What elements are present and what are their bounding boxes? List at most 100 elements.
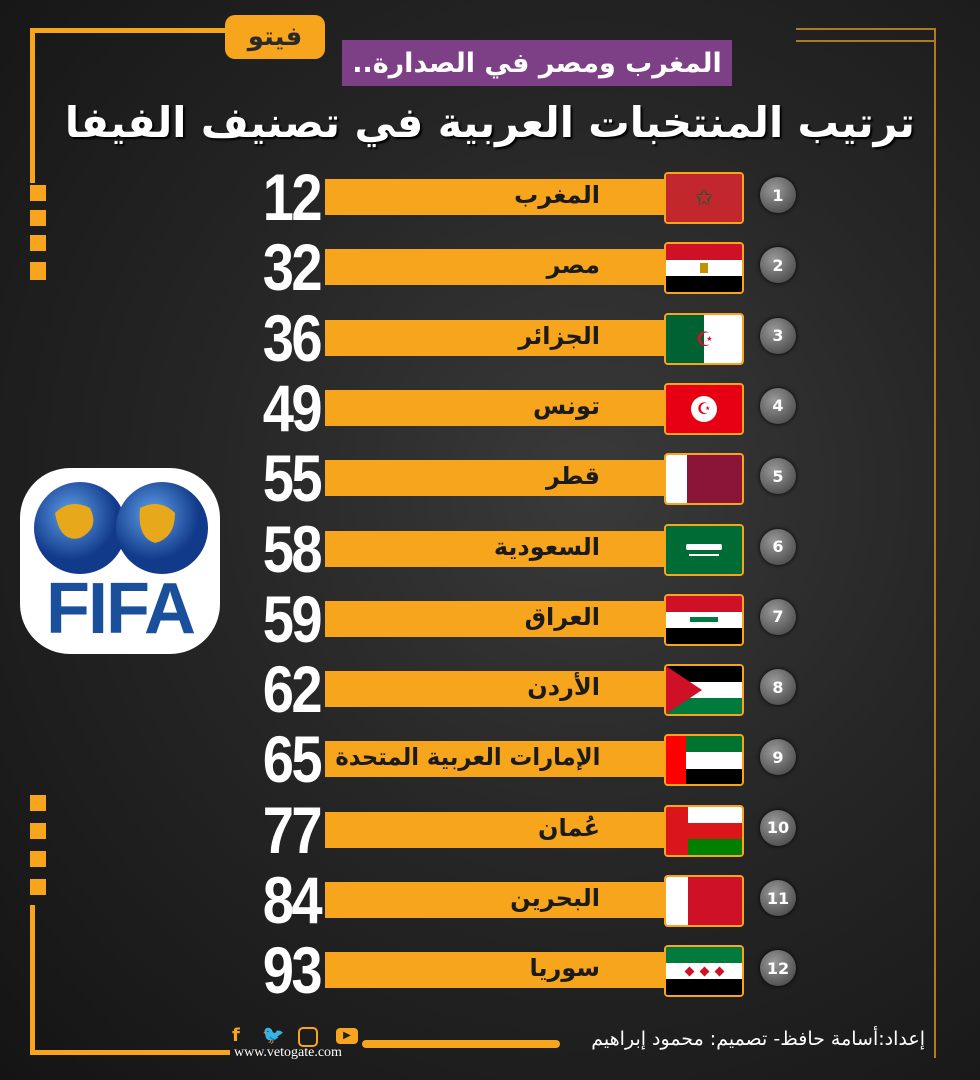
- frame-square: [30, 823, 46, 839]
- veto-logo: فيتو: [225, 15, 325, 59]
- country-bar: [325, 530, 725, 567]
- ranking-row: الجزائر ☪ 3 36: [0, 301, 980, 375]
- subtitle: المغرب ومصر في الصدارة..: [352, 47, 722, 79]
- credits: إعداد:أسامة حافظ- تصميم: محمود إبراهيم: [591, 1028, 925, 1050]
- position-badge: 7: [760, 598, 796, 635]
- bahrain-flag-icon: [664, 875, 744, 927]
- country-bar: [325, 460, 725, 497]
- country-name: السعودية: [493, 532, 600, 561]
- country-name: قطر: [545, 462, 600, 491]
- jordan-flag-icon: [664, 664, 744, 717]
- fifa-logo: FIFA: [20, 468, 220, 654]
- frame-square: [30, 185, 46, 201]
- country-box: تونس: [330, 392, 600, 424]
- country-name: المغرب: [514, 181, 600, 209]
- website-link[interactable]: www.vetogate.com: [234, 1045, 342, 1060]
- position-badge: 12: [760, 950, 796, 987]
- country-box: الإمارات العربية المتحدة: [330, 743, 600, 775]
- country-name: الأردن: [527, 673, 600, 702]
- ranking-row: تونس ☪ 4 49: [0, 371, 980, 445]
- country-name: مصر: [546, 251, 600, 280]
- country-bar: [325, 952, 725, 989]
- position-badge: 6: [760, 528, 796, 565]
- ranking-row: السعودية 6 58: [0, 512, 980, 586]
- frame-line: [796, 40, 936, 42]
- ranking-row: العراق 7 59: [0, 582, 980, 656]
- ranking-row: مصر 2 32: [0, 230, 980, 304]
- country-bar: [325, 249, 725, 286]
- facebook-icon[interactable]: f: [232, 1025, 240, 1046]
- instagram-icon[interactable]: [298, 1027, 318, 1047]
- frame-line: [30, 905, 35, 1055]
- frame-line: [934, 28, 936, 1058]
- country-box: قطر: [330, 462, 600, 494]
- country-box: السعودية: [330, 533, 600, 565]
- country-box: عُمان: [330, 814, 600, 846]
- fifa-rank: 58: [262, 511, 323, 586]
- country-bar: [325, 882, 725, 918]
- globe-icon: [34, 482, 208, 574]
- country-name: الإمارات العربية المتحدة: [335, 743, 600, 772]
- frame-line: [30, 1050, 230, 1055]
- country-name: البحرين: [510, 884, 600, 912]
- country-name: الجزائر: [518, 321, 600, 350]
- position-badge: 9: [760, 739, 796, 776]
- frame-square: [30, 879, 46, 895]
- title-wrap: ترتيب المنتخبات العربية في تصنيف الفيفا: [60, 98, 920, 158]
- youtube-icon[interactable]: ▶: [336, 1028, 358, 1044]
- fifa-rank: 62: [262, 652, 323, 727]
- frame-line: [30, 28, 35, 183]
- position-badge: 3: [760, 317, 796, 354]
- ranking-row: الأردن 8 62: [0, 652, 980, 726]
- syria-flag-icon: [664, 945, 744, 998]
- country-name: العراق: [524, 602, 600, 631]
- fifa-rank: 49: [262, 370, 323, 445]
- fifa-rank: 84: [262, 863, 323, 937]
- ranking-row: عُمان 10 77: [0, 793, 980, 867]
- fifa-rank: 12: [262, 160, 323, 234]
- fifa-wordmark: FIFA: [46, 569, 196, 649]
- country-name: عُمان: [538, 813, 600, 842]
- ranking-row: قطر 5 55: [0, 441, 980, 515]
- morocco-flag-icon: ✩: [664, 172, 744, 224]
- saudi-arabia-flag-icon: [664, 523, 744, 576]
- egypt-flag-icon: [664, 242, 744, 295]
- iraq-flag-icon: [664, 593, 744, 646]
- twitter-icon[interactable]: 🐦: [262, 1025, 285, 1046]
- country-bar: [325, 811, 725, 848]
- position-badge: 2: [760, 247, 796, 284]
- ranking-row: سوريا 12 93: [0, 933, 980, 1007]
- frame-square: [30, 235, 46, 251]
- country-bar: [325, 319, 725, 356]
- country-bar: [325, 389, 725, 426]
- country-bar: [325, 671, 725, 708]
- fifa-rank: 77: [262, 792, 323, 867]
- algeria-flag-icon: ☪: [664, 312, 744, 365]
- frame-square: [30, 210, 46, 226]
- position-badge: 4: [760, 387, 796, 424]
- country-bar: [325, 600, 725, 637]
- position-badge: 1: [760, 177, 796, 213]
- country-box: الأردن: [330, 673, 600, 705]
- ranking-row: المغرب ✩ 1 12: [0, 160, 980, 234]
- footer-divider: [362, 1040, 560, 1048]
- qatar-flag-icon: [664, 453, 744, 506]
- fifa-rank: 36: [262, 300, 323, 375]
- uae-flag-icon: [664, 734, 744, 787]
- page-title: ترتيب المنتخبات العربية في تصنيف الفيفا: [65, 98, 915, 147]
- fifa-rank: 93: [262, 933, 323, 1008]
- frame-square: [30, 851, 46, 867]
- position-badge: 8: [760, 669, 796, 706]
- country-box: الجزائر: [330, 322, 600, 354]
- country-box: البحرين: [330, 884, 600, 916]
- frame-line: [796, 28, 936, 30]
- ranking-row: الإمارات العربية المتحدة 9 65: [0, 722, 980, 796]
- country-name: سوريا: [529, 954, 601, 983]
- frame-square: [30, 795, 46, 811]
- country-box: المغرب: [330, 181, 600, 213]
- country-box: مصر: [330, 251, 600, 283]
- frame-square: [30, 262, 46, 280]
- country-bar: [325, 741, 725, 778]
- position-badge: 5: [760, 458, 796, 495]
